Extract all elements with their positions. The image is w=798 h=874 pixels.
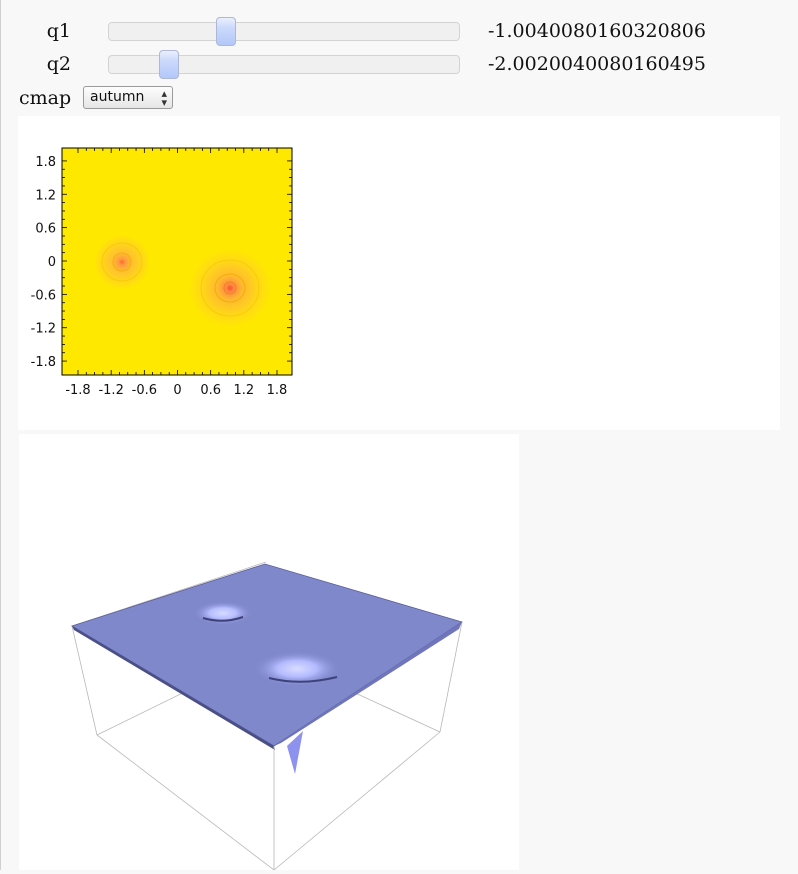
contour-line bbox=[101, 242, 143, 282]
contour-plot-frame bbox=[61, 147, 293, 376]
cmap-select[interactable]: autumn ▴ ▾ bbox=[83, 86, 173, 109]
x-tick-label: -1.2 bbox=[98, 383, 123, 398]
contour-line bbox=[112, 252, 132, 272]
contour-plot-ticks bbox=[62, 148, 292, 375]
y-tick-label: -1.2 bbox=[31, 322, 56, 337]
frame-border bbox=[0, 0, 1, 870]
q2-slider[interactable] bbox=[108, 50, 460, 79]
q1-control: q1 -1.0040080160320806 bbox=[0, 16, 798, 46]
dip-rim bbox=[268, 676, 338, 683]
x-axis-tick-labels: -1.8 -1.2 -0.6 0 0.6 1.2 1.8 bbox=[65, 383, 287, 398]
contour-plot-panel: -1.8 -1.2 -0.6 0 0.6 1.2 1.8 1.8 1.2 0.6 0 -0.6 -1.… bbox=[18, 116, 780, 430]
y-tick-label: -1.8 bbox=[31, 355, 56, 370]
q2-value: -2.0020040080160495 bbox=[488, 53, 706, 75]
q2-slider-handle[interactable] bbox=[158, 50, 179, 79]
y-tick-label: -0.6 bbox=[31, 288, 56, 303]
q1-value: -1.0040080160320806 bbox=[488, 20, 706, 42]
dip-rim bbox=[202, 616, 244, 622]
contour-plot: -1.8 -1.2 -0.6 0 0.6 1.2 1.8 1.81.20.60-0.6-1.… bbox=[31, 147, 293, 398]
contour-line bbox=[200, 259, 260, 317]
x-tick-label: 1.8 bbox=[267, 383, 288, 398]
q2-label: q2 bbox=[46, 53, 71, 75]
contour-line bbox=[223, 281, 237, 295]
cmap-label: cmap bbox=[19, 87, 72, 109]
q1-slider-handle[interactable] bbox=[216, 17, 237, 46]
x-tick-label: 0.6 bbox=[200, 383, 221, 398]
y-tick-label: 1.2 bbox=[35, 188, 56, 203]
surface-plot-panel[interactable] bbox=[19, 434, 519, 871]
q2-control: q2 -2.0020040080160495 bbox=[0, 49, 798, 79]
x-tick-label: 0 bbox=[173, 383, 181, 398]
q1-label: q1 bbox=[46, 20, 71, 42]
y-tick-label: 0 bbox=[48, 255, 56, 270]
surface-plot-3d[interactable] bbox=[19, 434, 519, 871]
surface-edge bbox=[274, 622, 462, 746]
surface-dip-right bbox=[253, 649, 341, 685]
surface-edge bbox=[72, 626, 275, 750]
x-tick-label: -1.8 bbox=[65, 383, 90, 398]
x-tick-label: -0.6 bbox=[132, 383, 157, 398]
y-axis-tick-labels: 1.8 1.2 0.6 0 -0.6 -1.2 -1.8 bbox=[31, 155, 56, 370]
cmap-selected-value: autumn bbox=[90, 89, 145, 105]
select-arrows-icon: ▴ ▾ bbox=[161, 87, 167, 109]
y-tick-label: 0.6 bbox=[35, 222, 56, 237]
surface-spike bbox=[287, 731, 303, 774]
contour-line bbox=[214, 273, 246, 303]
x-tick-label: 1.2 bbox=[233, 383, 254, 398]
y-tick-label: 1.8 bbox=[35, 155, 56, 170]
q1-slider[interactable] bbox=[108, 17, 460, 46]
